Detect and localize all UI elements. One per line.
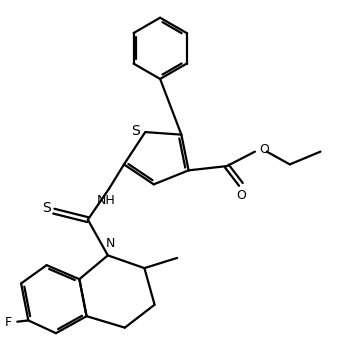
- Text: F: F: [5, 316, 12, 329]
- Text: S: S: [42, 201, 50, 215]
- Text: O: O: [236, 189, 246, 203]
- Text: O: O: [259, 143, 269, 156]
- Text: NH: NH: [96, 194, 115, 207]
- Text: N: N: [106, 237, 115, 250]
- Text: S: S: [132, 124, 140, 138]
